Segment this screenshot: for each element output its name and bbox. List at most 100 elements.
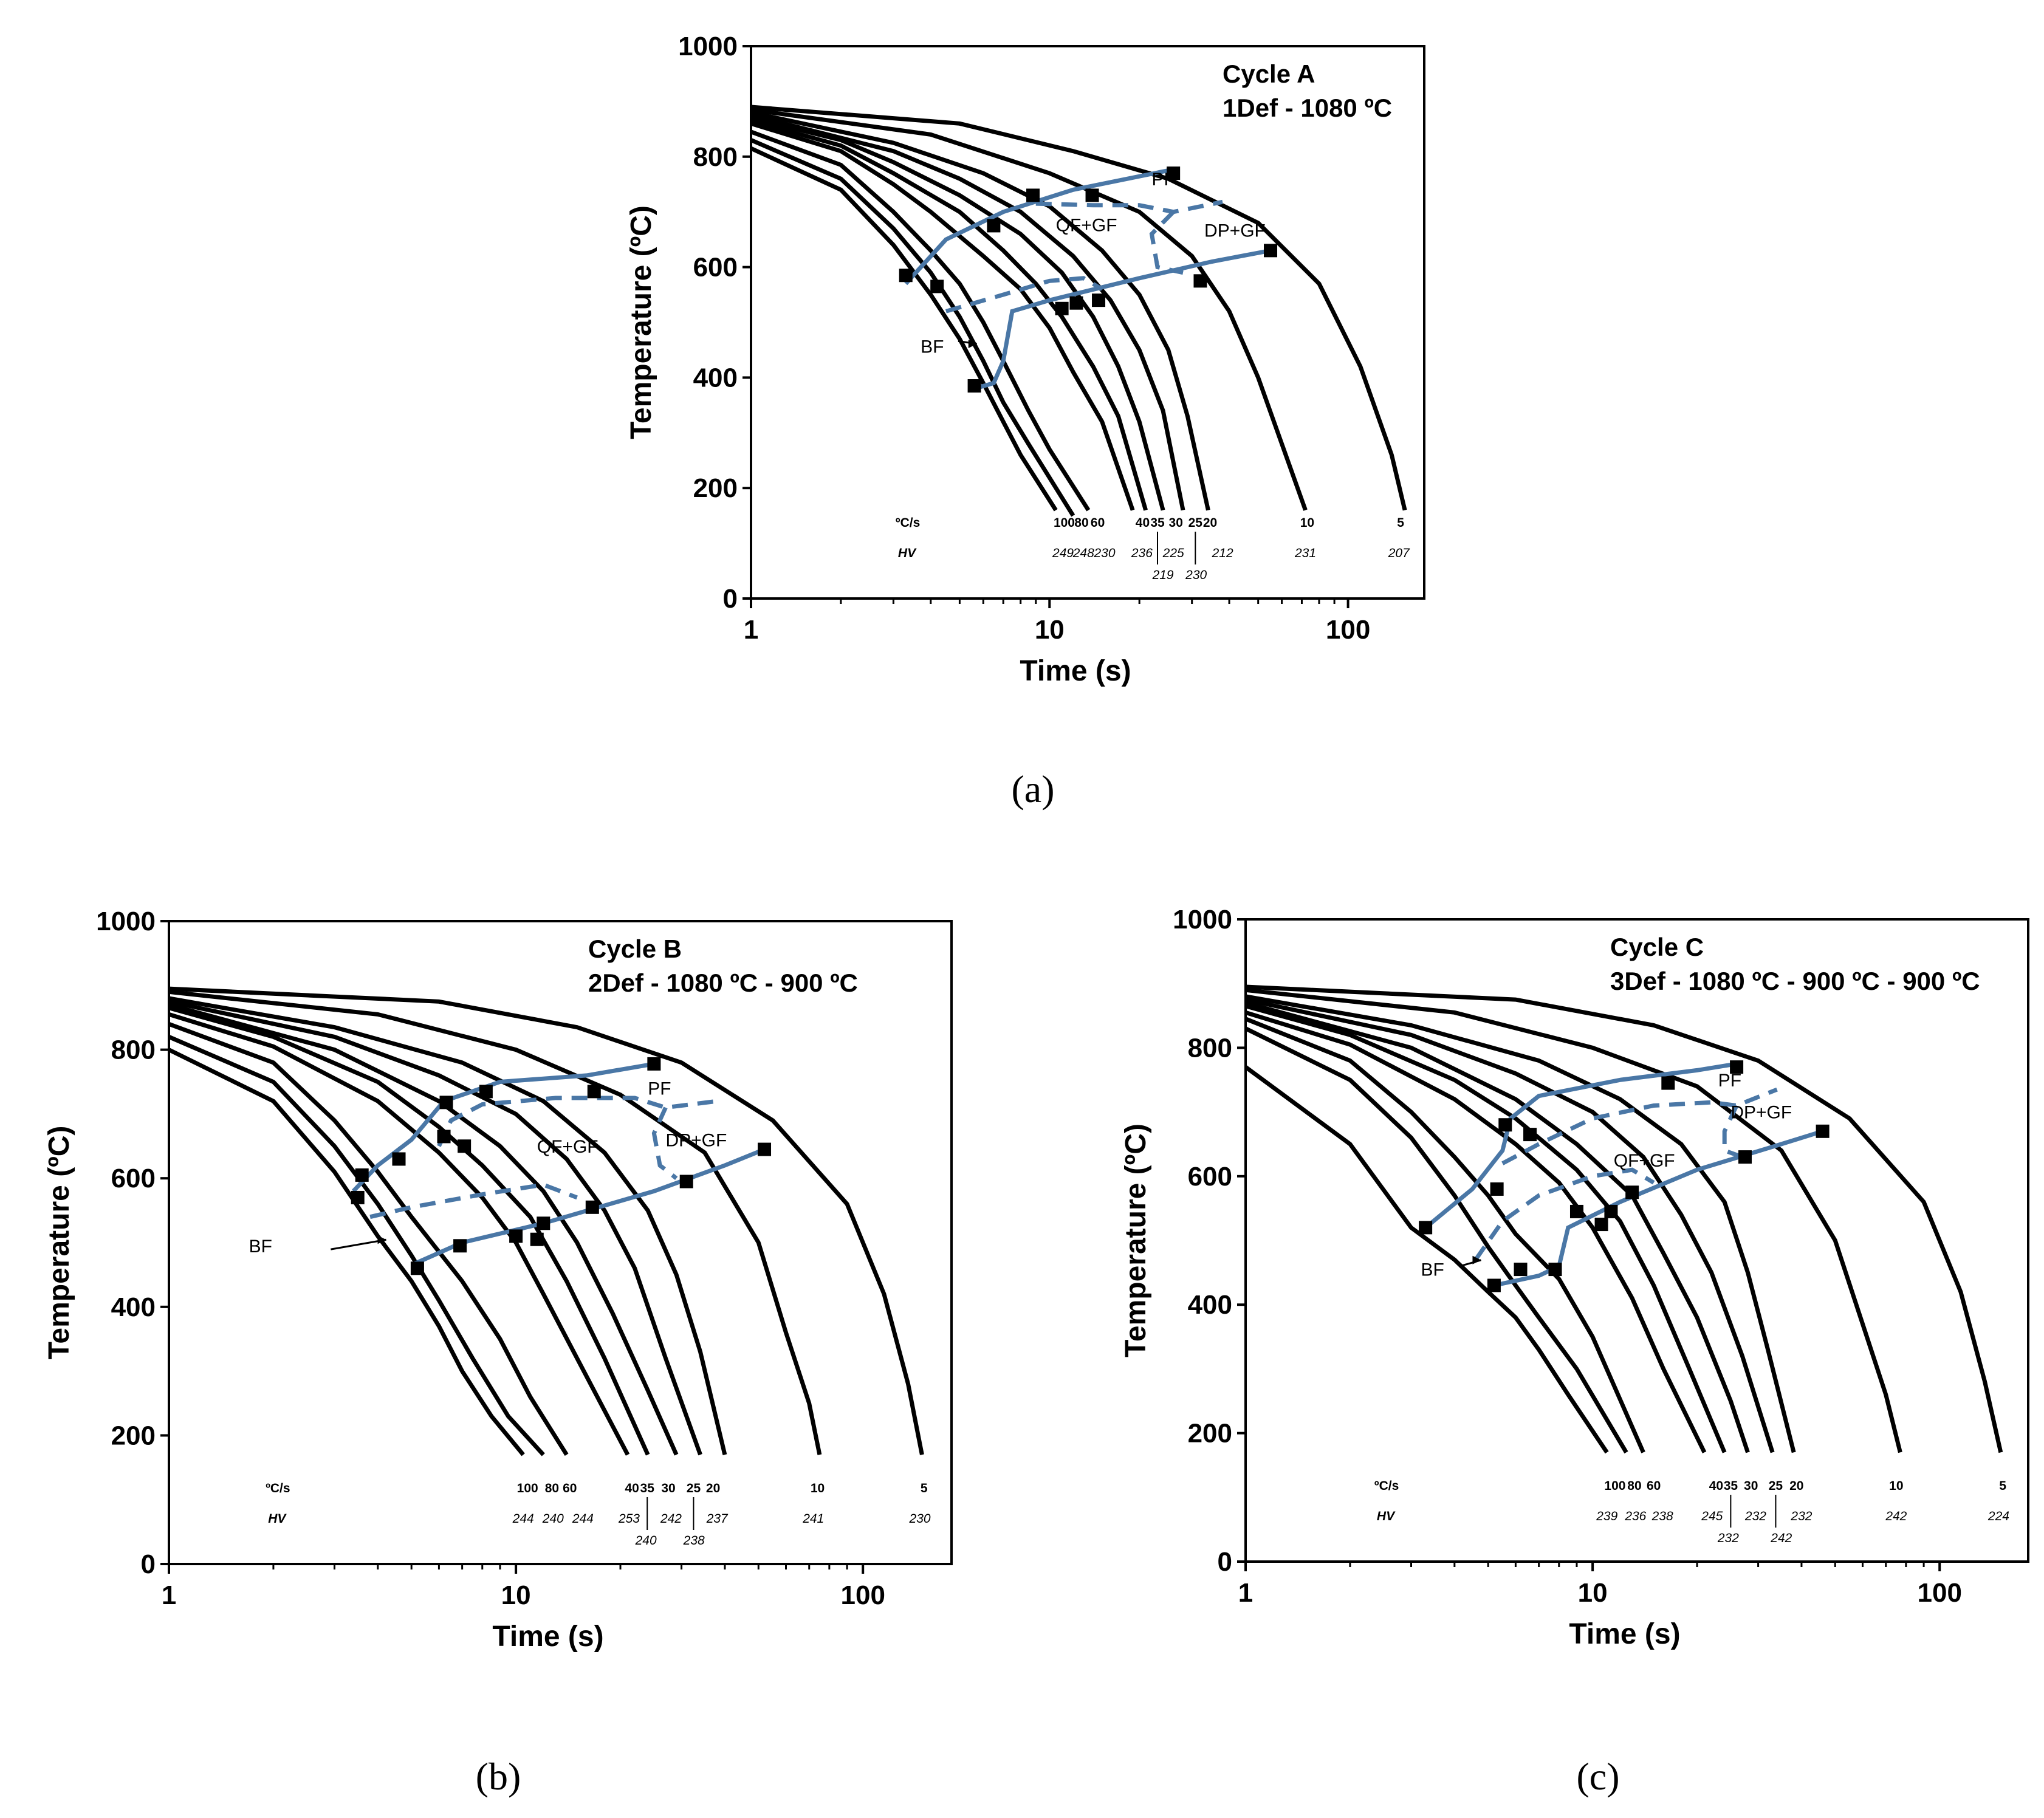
p0-x-tick-label: 1 xyxy=(744,615,758,645)
p2-transformation-point xyxy=(1569,1204,1583,1218)
p2-rate-label-40: 40 xyxy=(1709,1479,1723,1493)
p2-transformation-point xyxy=(1490,1182,1504,1196)
p2-y-tick-label: 0 xyxy=(1218,1547,1232,1577)
p1-hv-value: 230 xyxy=(909,1512,931,1526)
p2-x-axis-title: Time (s) xyxy=(1569,1618,1680,1650)
p2-phase-boundary-4 xyxy=(1494,1129,1823,1288)
p2-data-layer xyxy=(1246,984,2003,1454)
p0-y-tick-label: 800 xyxy=(693,142,738,172)
p0-transformation-point xyxy=(899,269,913,283)
p2-phase-boundary-1 xyxy=(1501,1087,1778,1165)
p1-transformation-point xyxy=(647,1057,661,1071)
p0-rate-label-40: 40 xyxy=(1136,516,1150,530)
p0-rate-label-25: 25 xyxy=(1188,516,1203,530)
p1-transformation-point xyxy=(410,1261,424,1275)
p0-phase-label-dp-gf: DP+GF xyxy=(1204,221,1266,241)
p2-phase-boundary-0 xyxy=(1424,1062,1737,1230)
p2-y-tick-label: 200 xyxy=(1188,1419,1232,1449)
panel-c: 0 200 400 600 800 1000 1 10 100 Time (s) Temperatu… xyxy=(1120,905,2029,1650)
p2-transformation-point xyxy=(1816,1124,1830,1138)
p2-rate-label-20: 20 xyxy=(1789,1479,1803,1493)
p0-rate-label-20: 20 xyxy=(1203,516,1217,530)
p2-transformation-point xyxy=(1604,1204,1618,1218)
p0-y-tick-label: 1000 xyxy=(678,32,738,61)
p2-rate-label-60: 60 xyxy=(1647,1479,1661,1493)
p2-transformation-point xyxy=(1594,1218,1608,1232)
p1-rate-label-80: 80 xyxy=(545,1481,559,1495)
p2-hv-value: 232 xyxy=(1717,1531,1739,1545)
p2-rate-label-5: 5 xyxy=(1999,1479,2006,1493)
p0-x-tick-label: 100 xyxy=(1326,615,1370,645)
p2-rate-unit-label: ºC/s xyxy=(1374,1479,1399,1493)
p0-phase-boundary-3 xyxy=(945,276,1103,314)
p2-hv-value: 242 xyxy=(1885,1509,1907,1523)
p0-rate-label-35: 35 xyxy=(1150,516,1165,530)
p2-y-tick-label: 1000 xyxy=(1173,905,1232,935)
p0-data-layer xyxy=(751,105,1407,517)
p0-cooling-curve-25 xyxy=(751,113,1185,511)
p1-cooling-curve-10 xyxy=(169,989,822,1455)
panel-caption-b: (b) xyxy=(476,1755,521,1798)
p1-hv-value: 240 xyxy=(635,1534,657,1548)
p1-hv-value: 244 xyxy=(572,1512,594,1526)
p1-x-axis-title: Time (s) xyxy=(492,1621,603,1653)
p1-rate-label-25: 25 xyxy=(687,1481,701,1495)
p1-transformation-point xyxy=(479,1085,493,1099)
p0-hv-value: 219 xyxy=(1152,568,1174,582)
p0-rate-label-10: 10 xyxy=(1300,516,1314,530)
p1-hv-value: 238 xyxy=(683,1534,705,1548)
p2-rate-label-25: 25 xyxy=(1769,1479,1783,1493)
p1-rate-unit-label: ºC/s xyxy=(266,1481,290,1495)
p1-x-tick-label: 10 xyxy=(501,1580,531,1610)
p1-transformation-point xyxy=(453,1239,467,1253)
p2-hv-value: 239 xyxy=(1596,1509,1617,1523)
p2-transformation-point xyxy=(1738,1150,1752,1164)
panel-b: 0 200 400 600 800 1000 1 10 100 Time (s) Temperatu… xyxy=(43,907,953,1653)
p2-phase-label-qf-gf: QF+GF xyxy=(1614,1151,1675,1171)
p1-hv-value: 242 xyxy=(660,1512,682,1526)
p1-y-tick-label: 800 xyxy=(111,1035,156,1065)
p0-hv-value: 212 xyxy=(1212,546,1233,560)
p0-cooling-curve-30 xyxy=(751,115,1165,511)
p1-cooling-curve-35 xyxy=(169,1006,650,1456)
p1-transformation-point xyxy=(439,1096,453,1110)
p2-x-tick-label: 100 xyxy=(1918,1578,1962,1608)
p1-y-tick-label: 200 xyxy=(111,1421,156,1450)
p0-rate-label-30: 30 xyxy=(1169,516,1183,530)
p0-hv-value: 236 xyxy=(1131,546,1153,560)
p1-hv-value: 237 xyxy=(706,1512,729,1526)
p2-y-tick-label: 800 xyxy=(1188,1033,1232,1063)
p1-transformation-point xyxy=(537,1216,550,1230)
p1-cooling-curve-20 xyxy=(169,996,727,1455)
p1-hv-label: HV xyxy=(268,1512,287,1526)
p0-rate-label-80: 80 xyxy=(1074,516,1088,530)
p0-phase-label-qf-gf: QF+GF xyxy=(1056,216,1117,236)
p1-cooling-curve-40 xyxy=(169,1012,630,1456)
p2-rate-label-10: 10 xyxy=(1889,1479,1903,1493)
p2-cooling-curve-35 xyxy=(1246,1004,1727,1453)
p0-rate-label-100: 100 xyxy=(1054,516,1075,530)
p0-phase-boundary-4 xyxy=(973,248,1271,391)
p0-transformation-point xyxy=(987,219,1001,233)
p0-cooling-curve-35 xyxy=(751,118,1148,511)
p2-phase-label-bf: BF xyxy=(1421,1260,1444,1280)
p0-hv-value: 225 xyxy=(1162,546,1184,560)
p2-hv-value: 224 xyxy=(1987,1509,2009,1523)
p1-cooling-curve-25 xyxy=(169,999,702,1456)
p1-title-line-2: 2Def - 1080 ºC - 900 ºC xyxy=(588,969,858,997)
p2-transformation-point xyxy=(1625,1185,1639,1199)
p2-transformation-point xyxy=(1498,1118,1512,1132)
p0-transformation-point xyxy=(967,379,981,393)
p2-transformation-point xyxy=(1419,1221,1433,1235)
p2-hv-value: 232 xyxy=(1744,1509,1766,1523)
p1-rate-label-20: 20 xyxy=(706,1481,720,1495)
p0-transformation-point xyxy=(1264,244,1278,258)
p0-cooling-curve-20 xyxy=(751,110,1210,511)
p2-cooling-curve-20 xyxy=(1246,994,1796,1453)
p1-hv-value: 244 xyxy=(512,1512,534,1526)
p2-title-line-1: Cycle C xyxy=(1610,933,1704,961)
p2-phase-label-dp-gf: DP+GF xyxy=(1730,1103,1792,1123)
p2-transformation-point xyxy=(1548,1263,1562,1277)
p0-transformation-point xyxy=(1167,166,1181,180)
